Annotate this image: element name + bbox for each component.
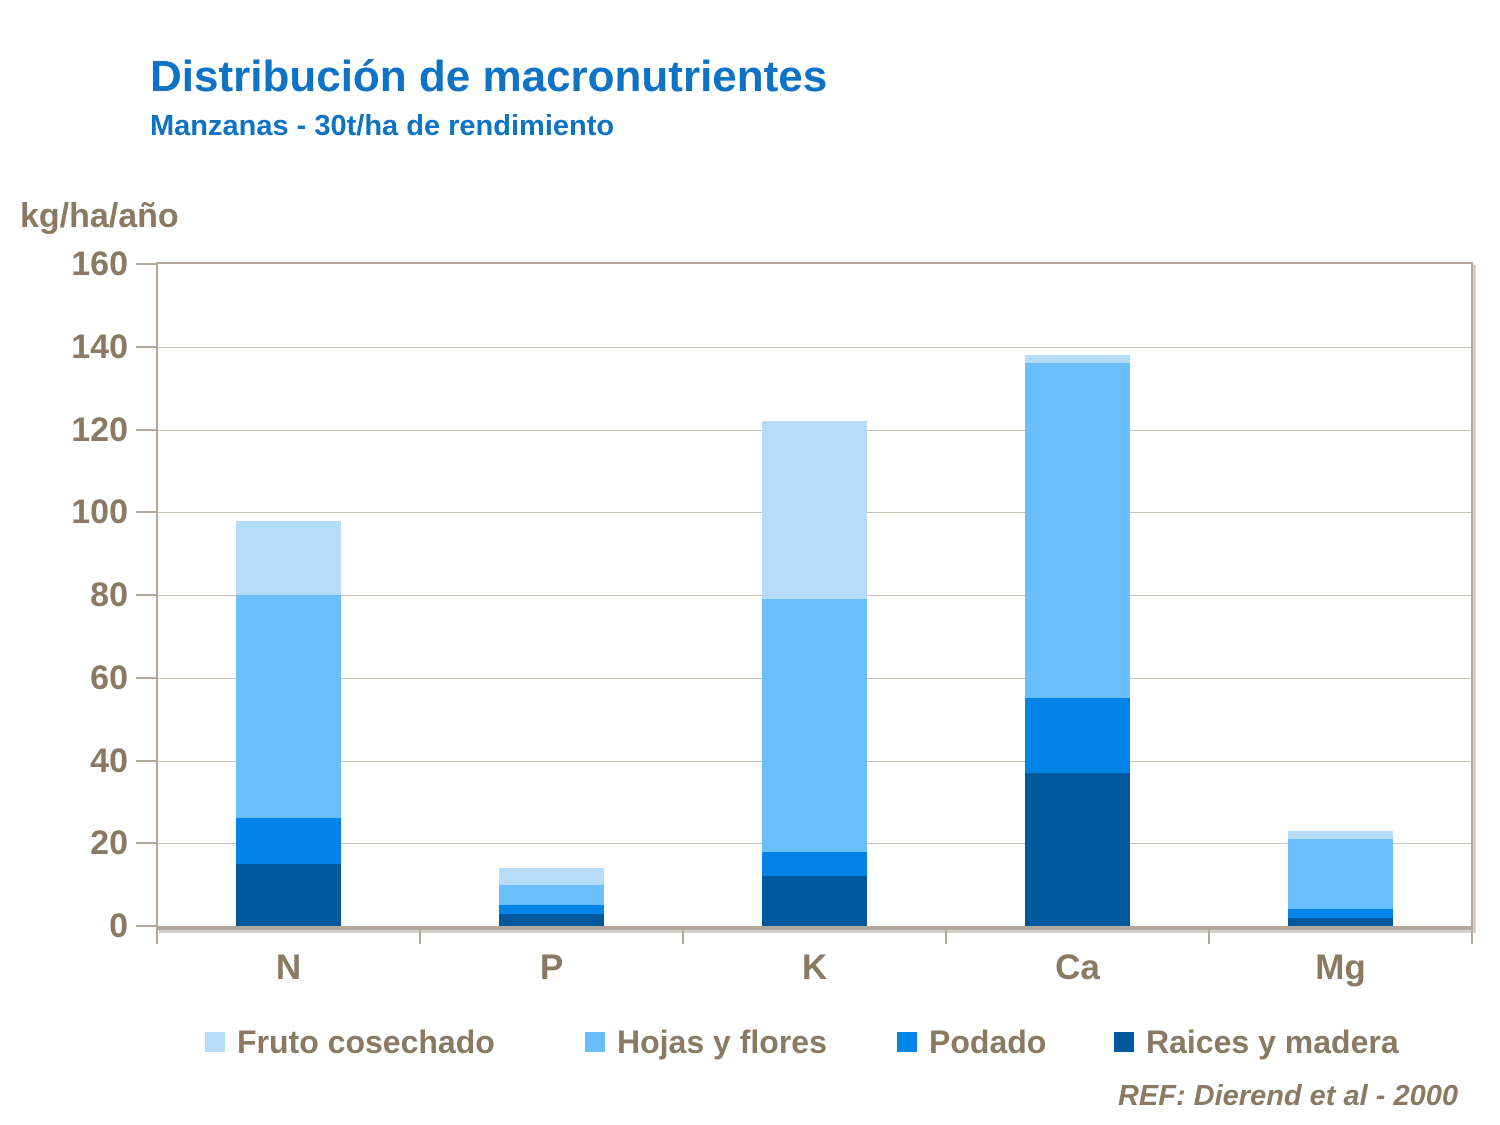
y-tick-40 — [136, 759, 157, 762]
bar-ca-segment-fruto-cosechado — [1025, 355, 1130, 364]
y-tick-120 — [136, 428, 157, 431]
bar-mg-segment-fruto-cosechado — [1288, 830, 1393, 840]
legend-swatch-raices-y-madera — [1114, 1032, 1134, 1052]
legend-label-raices-y-madera: Raices y madera — [1146, 1023, 1399, 1060]
bar-n-segment-raices-y-madera — [236, 863, 341, 926]
reference-text: REF: Dierend et al - 2000 — [1117, 1080, 1458, 1112]
chart-subtitle: Manzanas - 30t/ha de rendimiento — [150, 110, 615, 142]
bar-mg-segment-raices-y-madera — [1288, 917, 1393, 926]
legend-item-podado: Podado — [897, 1020, 1046, 1064]
legend-label-fruto-cosechado: Fruto cosechado — [237, 1023, 495, 1060]
x-axis-label-ca: Ca — [1055, 948, 1100, 987]
y-tick-label-120: 120 — [71, 410, 128, 449]
y-tick-20 — [136, 842, 157, 845]
y-tick-label-100: 100 — [71, 493, 128, 532]
bar-k-segment-hojas-y-flores — [762, 599, 867, 852]
y-tick-label-20: 20 — [90, 824, 128, 863]
bar-n-segment-hojas-y-flores — [236, 595, 341, 819]
y-tick-100 — [136, 511, 157, 514]
x-axis-label-mg: Mg — [1315, 948, 1366, 987]
y-tick-label-80: 80 — [90, 576, 128, 614]
x-axis-label-n: N — [275, 948, 302, 987]
bar-p-segment-hojas-y-flores — [499, 884, 604, 906]
bar-ca-segment-podado — [1025, 698, 1130, 773]
x-tick-5 — [1471, 929, 1473, 944]
y-tick-label-0: 0 — [109, 907, 128, 945]
y-tick-0 — [136, 925, 157, 927]
y-tick-label-60: 60 — [90, 658, 128, 697]
legend-label-podado: Podado — [929, 1023, 1047, 1060]
x-tick-0 — [156, 929, 158, 944]
x-tick-4 — [1208, 929, 1210, 944]
y-tick-80 — [136, 594, 157, 596]
x-tick-1 — [419, 929, 421, 944]
bar-k-segment-fruto-cosechado — [762, 421, 867, 600]
legend-item-hojas-y-flores: Hojas y flores — [585, 1020, 827, 1064]
bar-ca-segment-hojas-y-flores — [1025, 363, 1130, 699]
bar-n-segment-podado — [236, 818, 341, 864]
bar-mg-segment-podado — [1288, 909, 1393, 918]
bar-k-segment-raices-y-madera — [762, 876, 867, 926]
y-tick-label-40: 40 — [90, 741, 128, 780]
x-axis-label-p: P — [539, 948, 564, 987]
bar-ca-segment-raices-y-madera — [1025, 772, 1130, 926]
gridline-140 — [158, 346, 1471, 348]
legend-swatch-fruto-cosechado — [205, 1032, 225, 1052]
bar-k-segment-podado — [762, 851, 867, 877]
legend-label-hojas-y-flores: Hojas y flores — [617, 1023, 827, 1060]
y-tick-160 — [136, 263, 157, 265]
bar-p-segment-fruto-cosechado — [499, 868, 604, 885]
y-tick-60 — [136, 676, 157, 679]
legend-swatch-podado — [897, 1032, 917, 1052]
legend-item-raices-y-madera: Raices y madera — [1114, 1020, 1399, 1064]
y-tick-label-160: 160 — [71, 245, 128, 283]
x-tick-3 — [945, 929, 947, 944]
chart-title: Distribución de macronutrientes — [150, 52, 828, 101]
y-tick-label-140: 140 — [71, 327, 128, 366]
bar-n-segment-fruto-cosechado — [236, 520, 341, 595]
y-axis-unit-label: kg/ha/año — [20, 197, 179, 235]
bar-p-segment-raices-y-madera — [499, 913, 604, 926]
y-tick-140 — [136, 345, 157, 348]
x-axis-label-k: K — [801, 948, 828, 987]
bar-p-segment-podado — [499, 905, 604, 914]
bar-mg-segment-hojas-y-flores — [1288, 839, 1393, 910]
legend-swatch-hojas-y-flores — [585, 1032, 605, 1052]
legend-item-fruto-cosechado: Fruto cosechado — [205, 1020, 495, 1064]
x-tick-2 — [682, 929, 684, 944]
